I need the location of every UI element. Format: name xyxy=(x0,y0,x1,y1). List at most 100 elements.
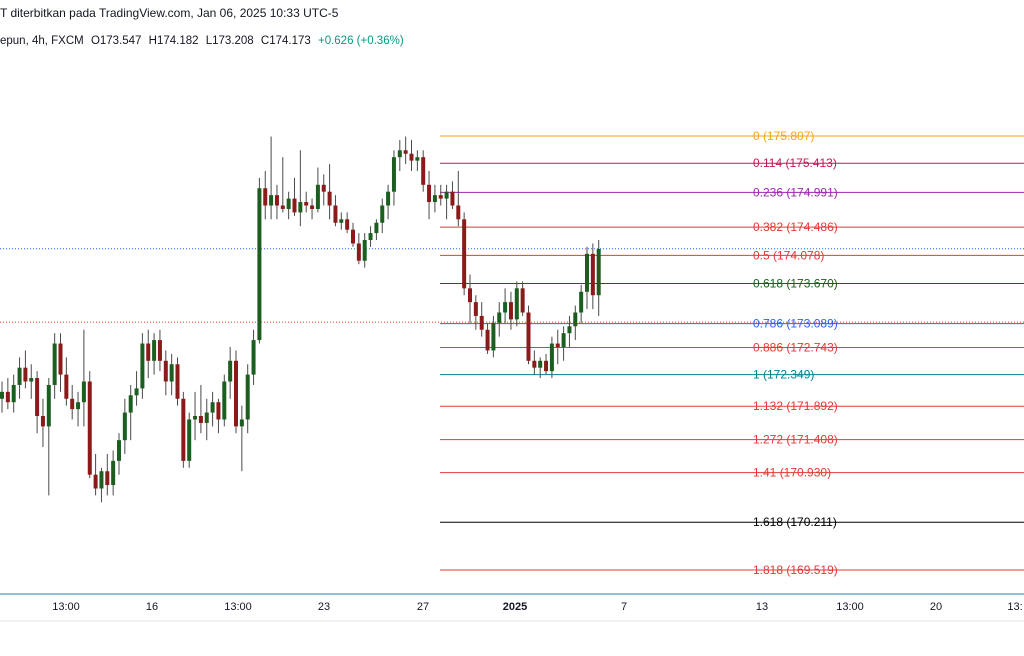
fib-level-label-0.5: 0.5 (174.078) xyxy=(753,248,824,262)
candle-57 xyxy=(333,195,338,227)
candle-96 xyxy=(561,326,566,361)
candle-84 xyxy=(491,315,496,358)
candle-64 xyxy=(374,219,379,241)
time-axis[interactable]: 13:00 16 13:00 23 27 2025 7 13 13:00 20 13: xyxy=(52,601,1022,613)
candle-91 xyxy=(532,350,537,375)
time-tick-label: 20 xyxy=(930,601,942,613)
candle-20 xyxy=(117,433,121,475)
candle-87 xyxy=(508,291,513,330)
candle-30 xyxy=(175,357,180,406)
time-tick-label: 13:00 xyxy=(836,601,864,613)
candle-90 xyxy=(526,305,531,365)
fib-level-label-0.236: 0.236 (174.991) xyxy=(753,185,838,199)
time-tick-label: 13 xyxy=(756,601,768,613)
candle-23 xyxy=(134,371,139,406)
fib-level-label-1.618: 1.618 (170.211) xyxy=(753,515,837,529)
candle-17 xyxy=(99,467,104,503)
candle-48 xyxy=(280,157,285,213)
fib-level-label-0.114: 0.114 (175.413) xyxy=(753,156,837,170)
candle-49 xyxy=(286,191,291,220)
ohlc-legend: epun, 4h, FXCM O173.547 H174.182 L173.20… xyxy=(0,35,408,47)
fibonacci-retracement[interactable]: 0 (175.807) 0.114 (175.413) 0.236 (174.991… xyxy=(440,129,1024,577)
candle-56 xyxy=(327,164,332,220)
candle-35 xyxy=(204,398,209,441)
candle-102 xyxy=(596,240,601,316)
candle-60 xyxy=(351,222,355,247)
candle-79 xyxy=(462,212,467,296)
candle-45 xyxy=(263,170,268,220)
candle-95 xyxy=(555,329,560,365)
candle-24 xyxy=(140,333,145,399)
candle-44 xyxy=(257,177,262,344)
candle-8 xyxy=(46,378,51,496)
candle-54 xyxy=(315,167,320,213)
candle-33 xyxy=(193,391,198,441)
candle-39 xyxy=(228,346,233,399)
low-value: L173.208 xyxy=(205,35,254,47)
candle-27 xyxy=(157,329,162,372)
candle-13 xyxy=(76,391,81,427)
candle-6 xyxy=(35,371,40,434)
candle-76 xyxy=(444,184,449,220)
candle-29 xyxy=(169,353,174,396)
candle-74 xyxy=(432,184,437,213)
fib-level-label-1.132: 1.132 (171.892) xyxy=(753,399,838,413)
time-tick-label: 13: xyxy=(1007,601,1022,613)
time-tick-label: 23 xyxy=(318,601,330,613)
candle-25 xyxy=(146,329,151,379)
candle-42 xyxy=(245,364,250,434)
candle-55 xyxy=(321,174,326,206)
candle-81 xyxy=(473,295,478,330)
fib-level-label-0.618: 0.618 (173.670) xyxy=(753,276,838,290)
candle-9 xyxy=(52,333,57,399)
candle-0 xyxy=(0,381,4,413)
candle-63 xyxy=(368,226,373,247)
candle-32 xyxy=(187,412,192,468)
close-value: C174.173 xyxy=(260,35,311,47)
candle-78 xyxy=(456,170,461,227)
candle-65 xyxy=(380,198,385,234)
candle-101 xyxy=(590,243,595,310)
time-tick-label: 27 xyxy=(417,601,429,613)
candle-31 xyxy=(181,391,186,468)
candle-85 xyxy=(497,302,502,337)
time-tick-label: 2025 xyxy=(503,601,527,613)
time-tick-label: 13:00 xyxy=(224,601,252,613)
candle-2 xyxy=(11,374,16,413)
candle-71 xyxy=(415,150,420,171)
candle-100 xyxy=(585,246,589,310)
candle-28 xyxy=(163,350,168,396)
candle-88 xyxy=(514,281,519,327)
fib-level-label-1.818: 1.818 (169.519) xyxy=(753,563,838,577)
candle-5 xyxy=(29,364,34,399)
published-info: T diterbitkan pada TradingView.com, Jan … xyxy=(0,6,339,20)
candle-93 xyxy=(544,353,549,375)
candle-53 xyxy=(310,198,315,220)
candle-11 xyxy=(64,357,69,406)
candle-40 xyxy=(234,350,238,434)
fib-level-label-1.272: 1.272 (171.408) xyxy=(753,433,838,447)
candle-19 xyxy=(111,450,116,496)
fib-level-label-0.786: 0.786 (173.089) xyxy=(753,317,838,331)
candle-62 xyxy=(362,233,367,268)
candle-22 xyxy=(128,384,133,441)
candle-72 xyxy=(421,150,426,192)
candle-12 xyxy=(70,384,75,420)
candle-73 xyxy=(427,170,432,220)
high-value: H174.182 xyxy=(148,35,199,47)
symbol-info: epun, 4h, FXCM xyxy=(0,35,84,47)
candle-80 xyxy=(468,274,472,323)
change-value: +0.626 (+0.36%) xyxy=(317,35,404,47)
candle-26 xyxy=(152,333,157,375)
candle-58 xyxy=(339,212,344,230)
candle-4 xyxy=(23,350,28,389)
candle-1 xyxy=(5,378,10,410)
candle-68 xyxy=(397,139,402,171)
candle-38 xyxy=(222,374,227,427)
candle-47 xyxy=(274,184,279,220)
fib-level-label-0.382: 0.382 (174.486) xyxy=(753,220,838,234)
time-tick-label: 7 xyxy=(621,601,627,613)
candle-46 xyxy=(269,136,274,220)
candle-69 xyxy=(403,136,408,165)
